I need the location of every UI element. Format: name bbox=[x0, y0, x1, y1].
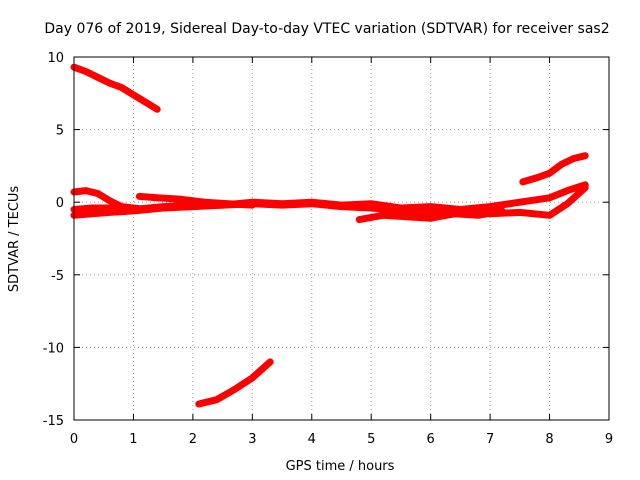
grid-layer bbox=[74, 57, 609, 420]
y-tick-label: 5 bbox=[56, 124, 64, 139]
plot-frame bbox=[73, 56, 610, 421]
series-layer bbox=[70, 63, 589, 408]
series-track-high-start bbox=[70, 63, 161, 113]
x-tick-label: 6 bbox=[427, 432, 435, 447]
chart-title: Day 076 of 2019, Sidereal Day-to-day VTE… bbox=[44, 21, 609, 37]
series-track-band-c bbox=[70, 187, 149, 213]
x-tick-label: 0 bbox=[70, 432, 78, 447]
x-tick-label: 4 bbox=[308, 432, 316, 447]
series-track-band-d bbox=[135, 192, 256, 209]
y-tick-label: -5 bbox=[51, 269, 64, 284]
x-tick-label: 2 bbox=[189, 432, 197, 447]
series-track-band-e bbox=[355, 207, 506, 224]
series-track-rise-late bbox=[519, 152, 589, 186]
y-tick-label: -10 bbox=[43, 341, 64, 356]
y-tick-label: -15 bbox=[43, 414, 64, 429]
x-tick-label: 8 bbox=[545, 432, 553, 447]
y-tick-label: 10 bbox=[47, 51, 64, 66]
y-tick-label: 0 bbox=[56, 196, 64, 211]
series-track-low-mid bbox=[195, 358, 274, 408]
x-tick-label: 9 bbox=[605, 432, 613, 447]
x-tick-label: 7 bbox=[486, 432, 494, 447]
x-tick-label: 5 bbox=[367, 432, 375, 447]
y-axis-label: SDTVAR / TECUs bbox=[7, 186, 22, 293]
x-tick-label: 1 bbox=[129, 432, 137, 447]
x-tick-label: 3 bbox=[248, 432, 256, 447]
x-axis-label: GPS time / hours bbox=[286, 459, 395, 474]
y-tick-layer: -15 -10 -5 0 5 10 bbox=[43, 51, 609, 429]
x-tick-layer: 0 1 2 3 4 5 6 7 8 9 bbox=[70, 57, 613, 447]
